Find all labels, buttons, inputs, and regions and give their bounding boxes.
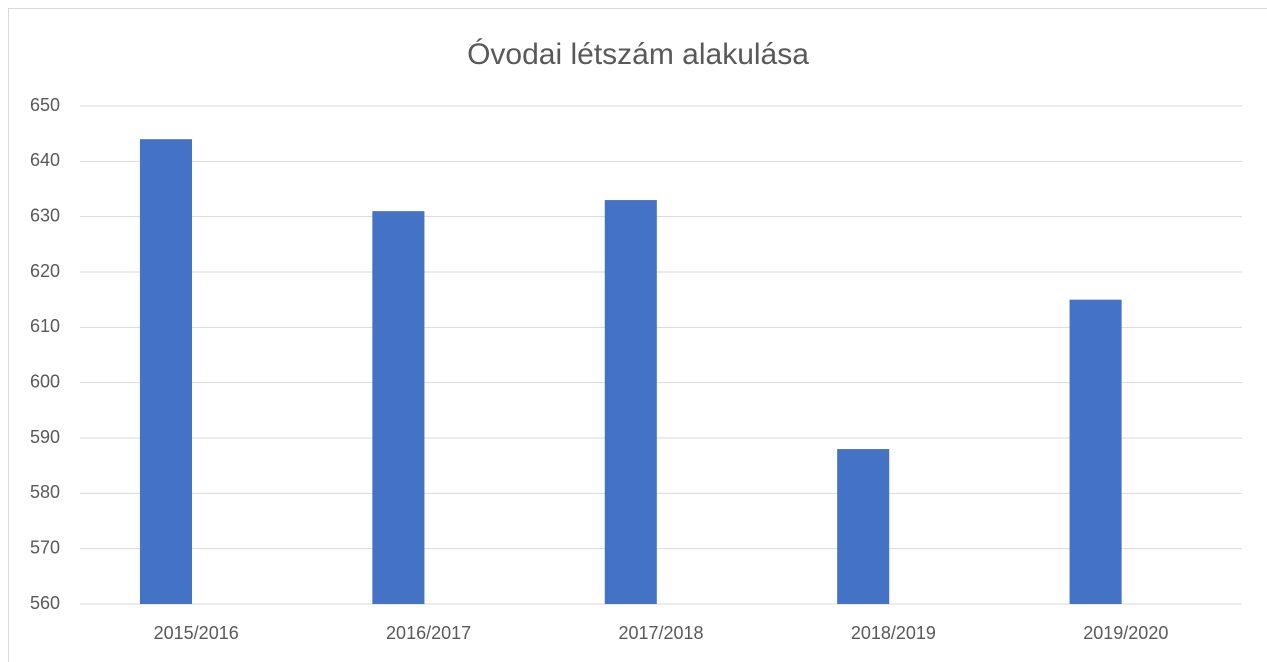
x-tick-label: 2018/2019 (851, 623, 936, 643)
y-tick-label: 560 (30, 593, 60, 613)
y-tick-label: 580 (30, 482, 60, 502)
y-tick-label: 570 (30, 537, 60, 557)
y-tick-label: 620 (30, 261, 60, 281)
x-tick-label: 2015/2016 (154, 623, 239, 643)
x-tick-label: 2016/2017 (386, 623, 471, 643)
x-tick-label: 2019/2020 (1083, 623, 1168, 643)
y-tick-label: 600 (30, 371, 60, 391)
bar (1069, 299, 1122, 604)
bar (837, 449, 890, 604)
y-tick-label: 610 (30, 316, 60, 336)
chart-title: Óvodai létszám alakulása (467, 38, 809, 71)
y-tick-label: 590 (30, 427, 60, 447)
bar (604, 200, 657, 605)
y-tick-label: 640 (30, 150, 60, 170)
y-tick-label: 650 (30, 95, 60, 115)
chart-frame (8, 8, 1267, 662)
bar (139, 139, 193, 604)
bar (372, 211, 425, 604)
y-tick-label: 630 (30, 205, 60, 225)
x-tick-label: 2017/2018 (618, 623, 703, 643)
